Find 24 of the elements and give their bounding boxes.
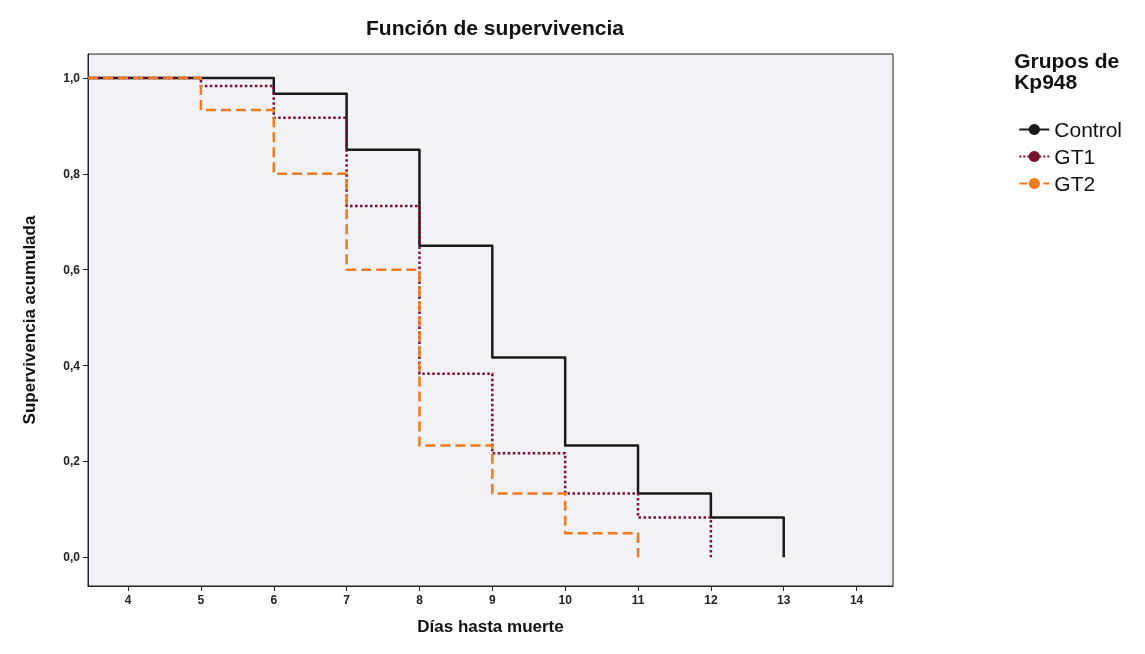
- x-tick-label: 7: [343, 593, 351, 607]
- legend-label: GT2: [1054, 172, 1096, 195]
- x-tick-label: 8: [416, 593, 424, 607]
- y-tick-label: 1,0: [63, 70, 81, 85]
- x-tick-label: 10: [558, 593, 573, 607]
- x-tick-label: 12: [704, 593, 718, 607]
- chart-title: Función de supervivencia: [366, 16, 625, 39]
- x-tick-label: 14: [849, 593, 864, 607]
- y-tick-label: 0,0: [63, 550, 81, 565]
- legend-label: Control: [1054, 118, 1123, 141]
- y-tick-label: 0,6: [63, 262, 81, 277]
- y-axis-title: Supervivencia acumulada: [20, 215, 39, 425]
- x-tick-label: 5: [197, 593, 205, 607]
- x-tick-label: 13: [777, 593, 791, 607]
- x-tick-label: 6: [270, 593, 278, 607]
- x-axis-title: Días hasta muerte: [417, 617, 564, 636]
- legend-title: Grupos de Kp948: [1014, 49, 1126, 93]
- y-tick-label: 0,4: [63, 358, 81, 373]
- x-tick-label: 9: [488, 593, 496, 607]
- y-tick-label: 0,2: [63, 454, 81, 469]
- y-tick-label: 0,8: [63, 166, 81, 181]
- x-tick-label: 11: [631, 593, 645, 607]
- legend-label: GT1: [1054, 145, 1096, 168]
- x-tick-label: 4: [124, 593, 132, 607]
